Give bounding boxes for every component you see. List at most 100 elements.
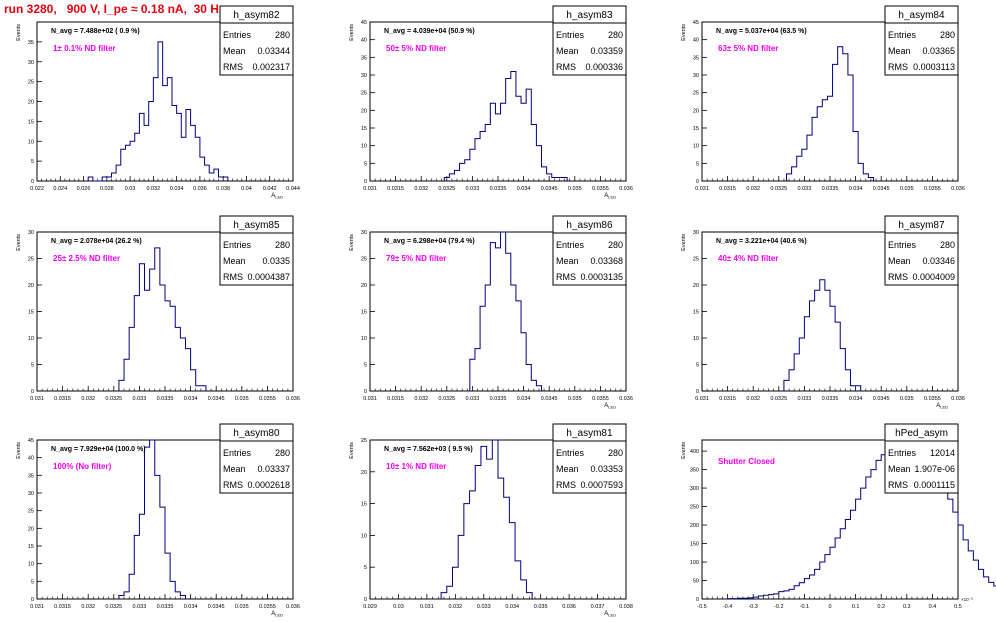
x-tick-label: 0.035 [568,396,582,402]
stats-value-mean: 1.907e-06 [914,464,955,474]
y-tick-label: 5 [364,363,367,369]
x-tick-label: 0.032 [81,604,95,610]
x-tick-label: 0.031 [695,186,709,192]
stats-key-rms: RMS [223,272,243,282]
x-axis-exponent: ×10⁻³ [961,597,973,602]
y-tick-label: 25 [361,257,367,263]
stats-value-entries: 280 [608,448,623,458]
y-tick-label: 10 [693,336,699,342]
x-tick-label: 0.038 [216,186,230,192]
stats-value-rms: 0.002317 [252,62,290,72]
histogram-series-line [469,231,543,391]
histogram-series-line [118,439,186,599]
x-tick-label: 0.0335 [822,396,839,402]
x-tick-label: 0.036 [619,186,633,192]
x-axis-label: ALED [936,403,948,410]
x-tick-label: 0.029 [363,604,377,610]
x-tick-label: 0.031 [420,604,434,610]
x-tick-label: 0.0355 [924,186,941,192]
stats-value-rms: 0.0004009 [912,272,955,282]
stats-value-rms: 0.0001115 [914,480,955,490]
x-tick-label: 0.036 [951,396,965,402]
stats-key-mean: Mean [888,46,911,56]
histogram-series-line [87,41,229,182]
x-tick-label: 0.0355 [259,604,276,610]
stats-key-entries: Entries [888,30,917,40]
y-tick-label: 25 [28,509,34,515]
x-tick-label: 0.0355 [259,396,276,402]
stats-value-entries: 280 [608,30,623,40]
stats-value-rms: 0.0007593 [580,480,623,490]
histogram-series-line [443,70,568,181]
y-tick-label: 40 [28,456,34,462]
x-tick-label: -0.3 [748,604,757,610]
stats-key-mean: Mean [223,46,246,56]
x-tick-label: 0.2 [877,604,885,610]
navg-label: N_avg = 5.037e+04 (63.5 %) [716,28,807,35]
x-tick-label: 0.0335 [490,396,507,402]
x-tick-label: 0.0345 [541,396,558,402]
y-tick-label: 35 [28,40,34,46]
x-tick-label: 0.032 [448,604,462,610]
x-tick-label: 0.038 [619,604,633,610]
x-tick-label: 0.035 [900,186,914,192]
y-tick-label: 20 [361,283,367,289]
histogram-series-line [440,439,533,599]
stats-value-mean: 0.0335 [262,256,290,266]
y-tick-label: 150 [690,542,699,548]
x-tick-label: 0.0355 [592,186,609,192]
y-tick-label: 35 [693,55,699,61]
x-tick-label: 0.031 [30,604,44,610]
y-tick-label: 5 [696,363,699,369]
y-axis-label: Events [681,442,687,459]
stats-value-rms: 0.0003113 [913,62,955,72]
histogram-panel-h_asym81: 0.029 0.03 0.031 0.032 0.033 0.034 0.035 0.036 0… [349,423,633,618]
x-tick-label: 0.031 [695,396,709,402]
x-tick-label: 0.0325 [770,186,787,192]
y-tick-label: 0 [31,389,34,395]
x-tick-label: 0.3 [903,604,911,610]
histogram-series-line [783,279,862,391]
x-tick-label: 0.036 [619,396,633,402]
stats-key-entries: Entries [888,240,917,250]
x-tick-label: 0.036 [286,604,300,610]
y-tick-label: 5 [31,363,34,369]
x-tick-label: 0.032 [414,396,428,402]
x-tick-label: 0.032 [146,186,160,192]
y-tick-label: 200 [690,523,699,529]
x-axis-label: ALED [604,193,616,200]
stats-value-mean: 0.03344 [257,46,290,56]
y-tick-label: 30 [693,230,699,236]
y-tick-label: 30 [361,73,367,79]
stats-value-rms: 0.0003135 [580,272,623,282]
x-tick-label: 0.0325 [105,604,122,610]
histogram-series-line [118,247,207,391]
y-axis-label: Events [16,442,22,459]
y-tick-label: 20 [361,470,367,476]
x-tick-label: 0.026 [77,186,91,192]
y-tick-label: 35 [361,55,367,61]
histogram-name: h_asym87 [898,220,945,231]
histogram-name: hPed_asym [895,428,948,439]
filter-label: 79± 5% ND filter [386,254,446,263]
histogram-panel-hPed_asym: -0.5 -0.4 -0.3 -0.2 -0.1 0 0.1 0.2 0.3 0.4 0.5 0 50 1… [681,423,996,610]
x-tick-label: 0.037 [591,604,605,610]
x-tick-label: 0.033 [466,186,480,192]
x-tick-label: 0.034 [517,186,531,192]
x-tick-label: 0.03 [393,604,404,610]
histogram-panel-h_asym85: 0.031 0.0315 0.032 0.0325 0.033 0.0335 0.034 0.… [16,215,300,402]
stats-value-rms: 0.0002618 [247,480,290,490]
stats-key-rms: RMS [223,480,243,490]
x-tick-label: 0.03 [125,186,136,192]
stats-key-entries: Entries [556,240,585,250]
histogram-panel-h_asym86: 0.031 0.0315 0.032 0.0325 0.033 0.0335 0.034 0.… [349,215,633,410]
stats-value-entries: 280 [608,240,623,250]
stats-value-rms: 0.0004387 [247,272,290,282]
stats-key-entries: Entries [223,448,252,458]
y-tick-label: 30 [28,60,34,66]
stats-value-entries: 280 [275,30,290,40]
stats-value-mean: 0.03365 [922,46,955,56]
stats-key-rms: RMS [888,272,908,282]
y-tick-label: 25 [361,91,367,97]
